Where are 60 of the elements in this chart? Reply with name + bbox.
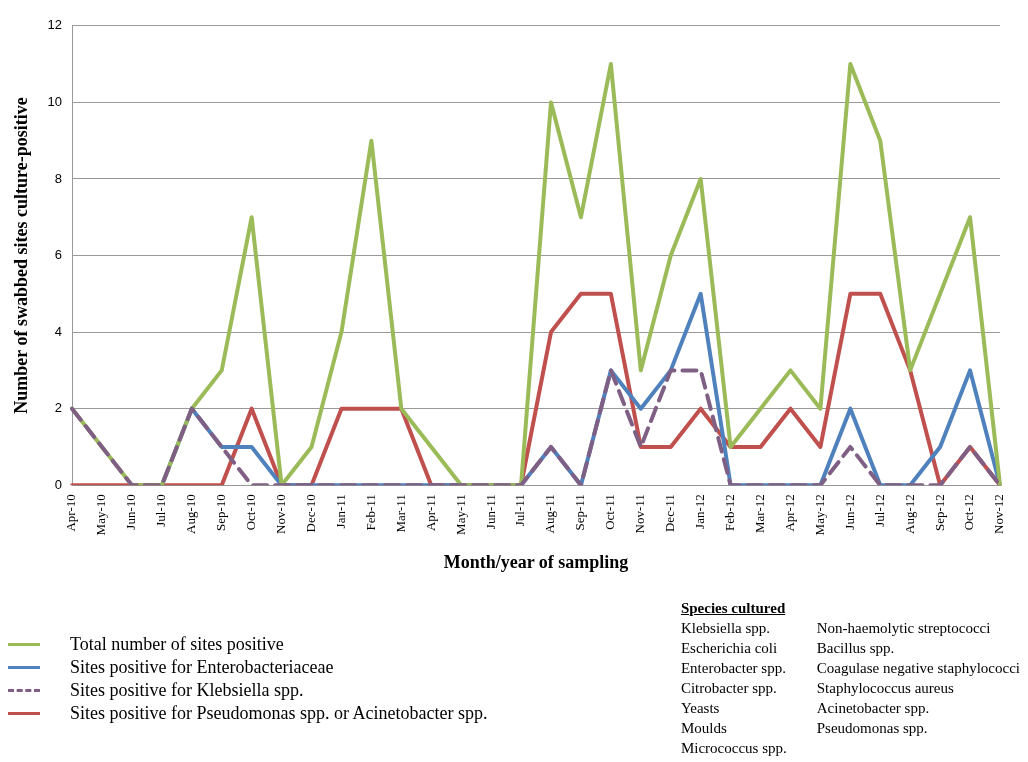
x-tick-label: Apr-12 — [781, 494, 797, 532]
text: Acinetobacter spp. — [816, 699, 931, 718]
x-tick-label: Nov-12 — [991, 494, 1007, 534]
y-tick-label: 10 — [47, 93, 63, 109]
x-tick-label: Oct-10 — [243, 494, 259, 531]
x-tick-label: Aug-10 — [183, 494, 199, 534]
text: Bacillus spp. — [816, 639, 896, 658]
x-tick-label: Jul-12 — [871, 494, 887, 527]
text: Citrobacter spp. — [680, 679, 778, 698]
x-tick-label: Apr-10 — [63, 494, 79, 532]
y-tick-label: 8 — [54, 170, 63, 186]
text: Pseudomonas spp. — [816, 719, 929, 738]
x-tick-label: Nov-11 — [632, 494, 648, 534]
text: Enterobacter spp. — [680, 659, 787, 678]
x-tick-label: Feb-12 — [722, 494, 738, 532]
x-tick-label: May-10 — [93, 494, 109, 536]
y-tick-label: 2 — [54, 400, 63, 416]
x-tick-label: Mar-11 — [392, 494, 408, 533]
x-tick-label: Jun-11 — [482, 494, 498, 530]
x-tick-label: Jun-12 — [841, 494, 857, 530]
legend-label: Sites positive for Pseudomonas spp. or Acinetobacter spp. — [70, 703, 488, 724]
text: Non-haemolytic streptococci — [816, 619, 992, 638]
x-tick-label: Aug-12 — [901, 494, 917, 534]
x-tick-label: Apr-11 — [422, 494, 438, 532]
x-tick-label: Sep-10 — [213, 494, 229, 532]
x-tick-label: Sep-11 — [572, 494, 588, 531]
x-tick-label: May-12 — [811, 494, 827, 536]
y-tick-label: 0 — [54, 476, 63, 492]
x-tick-label: Mar-12 — [751, 494, 767, 533]
x-axis-title: Month/year of sampling — [443, 551, 629, 572]
x-tick-label: Aug-11 — [542, 494, 558, 534]
x-tick-label: Nov-10 — [273, 494, 289, 534]
x-tick-label: Jan-11 — [332, 494, 348, 529]
x-tick-label: Jul-11 — [512, 494, 528, 527]
text: Yeasts — [680, 699, 721, 718]
x-tick-label: Dec-10 — [302, 494, 318, 533]
legend-label: Sites positive for Klebsiella spp. — [70, 680, 304, 701]
text: Species cultured — [680, 599, 787, 618]
y-tick-label: 4 — [54, 323, 63, 339]
text: Escherichia coli — [680, 639, 779, 658]
x-tick-label: May-11 — [452, 494, 468, 535]
text: Klebsiella spp. — [680, 619, 772, 638]
y-axis-title: Number of swabbed sites culture-positive — [11, 97, 32, 414]
x-tick-label: Oct-12 — [961, 494, 977, 531]
x-tick-label: Oct-11 — [602, 494, 618, 530]
text: Staphylococcus aureus — [816, 679, 955, 698]
line-series — [70, 368, 1002, 486]
legend-label: Sites positive for Enterobacteriaceae — [70, 657, 334, 678]
text: Micrococcus spp. — [680, 739, 787, 758]
legend-label: Total number of sites positive — [70, 634, 284, 655]
x-tick-label: Feb-11 — [362, 494, 378, 531]
text: Coagulase negative staphylococci — [816, 659, 1020, 678]
y-tick-label: 6 — [54, 247, 63, 263]
x-tick-label: Sep-12 — [931, 494, 947, 532]
x-tick-label: Jul-10 — [153, 494, 169, 527]
text: Moulds — [680, 719, 728, 738]
x-tick-label: Dec-11 — [662, 494, 678, 533]
x-tick-label: Jun-10 — [123, 494, 139, 530]
y-tick-label: 12 — [47, 17, 63, 33]
x-tick-label: Jan-12 — [692, 494, 708, 529]
